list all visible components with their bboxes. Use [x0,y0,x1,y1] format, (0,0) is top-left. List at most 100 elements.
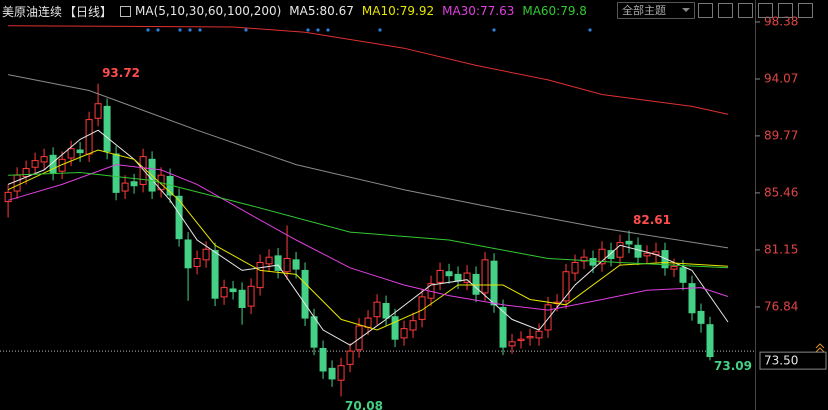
candle-body [355,325,363,351]
y-tick-label: 85.46 [764,185,798,199]
theme-dropdown[interactable]: 全部主题 [617,2,695,19]
candle-body [76,149,84,154]
candle-body [706,324,714,358]
scroll-icon[interactable] [815,343,825,353]
extreme-label: 93.72 [102,66,140,80]
candle-body [193,258,201,267]
extreme-label: 70.08 [345,399,383,410]
settings-icon[interactable] [120,5,132,17]
candle-body [337,365,345,381]
candle-body [256,261,264,289]
ma-line [8,171,729,269]
candle-body [238,289,246,308]
candle-body [67,148,75,159]
candle-body [643,252,651,257]
price-label: 73.50 [764,354,798,368]
candle-body [139,156,147,185]
candle-body [526,336,534,339]
candle-body [598,248,606,265]
candle-body [697,310,705,324]
candle-body [409,320,417,331]
candle-body [382,302,390,319]
candle-body [634,244,642,258]
candle-body [364,317,372,328]
candle-body [400,328,408,339]
legend-entry: MA10:79.92 [361,4,435,18]
candle-body [4,191,12,203]
candle-body [31,160,39,168]
y-tick-label: 89.77 [764,128,798,142]
candle-body [571,261,579,274]
candle-body [373,301,381,318]
tool-button[interactable] [698,3,713,18]
candle-body [22,168,30,177]
candle-body [670,265,678,270]
ma-line [7,164,729,311]
candle-body [202,248,210,261]
candle-body [472,273,480,295]
candle-body [607,250,615,260]
tool-button[interactable] [798,3,813,18]
candle-body [499,306,507,348]
candle-body [40,156,48,163]
legend-entry: MA60:79.8 [522,4,587,18]
ma-line [7,149,729,331]
candle-body [454,273,462,282]
candle-body [211,250,219,299]
candle-body [58,158,66,172]
candle-body [283,258,291,273]
candle-body [625,240,633,245]
legend-entry: MA30:77.63 [442,4,515,18]
period[interactable]: 【日线】 [64,4,113,19]
candle-body [508,341,516,347]
candle-body [481,259,489,294]
candle-body [94,103,102,119]
candle-body [544,304,552,331]
ma-line [8,25,729,115]
tool-button[interactable] [778,3,793,18]
y-tick-label: 94.07 [764,71,798,85]
legend-entry: MA5:80.67 [289,4,354,18]
candle-body [85,119,93,155]
tool-button[interactable] [718,3,733,18]
candle-body [292,259,300,270]
tool-button[interactable] [738,3,753,18]
candle-body [517,338,525,342]
candle-body [184,239,192,269]
candle-body [319,347,327,372]
candle-body [391,316,399,340]
y-tick-label: 76.84 [764,299,798,313]
price-box [759,351,827,370]
candle-body [436,269,444,283]
extreme-label: 73.09 [714,359,752,373]
event-markers [146,28,592,32]
candle-body [274,255,282,271]
chart-title: 美原油连续 [2,4,63,19]
candle-body [13,174,21,192]
ma-line [8,74,729,249]
candle-body [445,271,453,277]
candle-body [328,367,336,380]
candle-body [265,256,273,265]
tool-button[interactable] [758,3,773,18]
header: 美原油连续 【日线】 MA(5,10,30,60,100,200) MA5:80… [2,2,587,20]
candle-body [688,283,696,314]
y-tick-label: 81.15 [764,242,798,256]
candle-body [661,250,669,269]
candle-body [679,267,687,283]
candle-body [112,153,120,193]
candle-body [310,316,318,348]
candle-body [562,271,570,302]
candle-body [229,288,237,293]
candle-body [220,287,228,298]
indicator: MA(5,10,30,60,100,200) [135,4,282,18]
candle-body [301,269,309,319]
candle-body [346,350,354,365]
candle-body [616,242,624,258]
candle-body [130,181,138,187]
candle-body [121,182,129,192]
extreme-label: 82.61 [633,213,671,227]
candle-body [49,154,57,174]
